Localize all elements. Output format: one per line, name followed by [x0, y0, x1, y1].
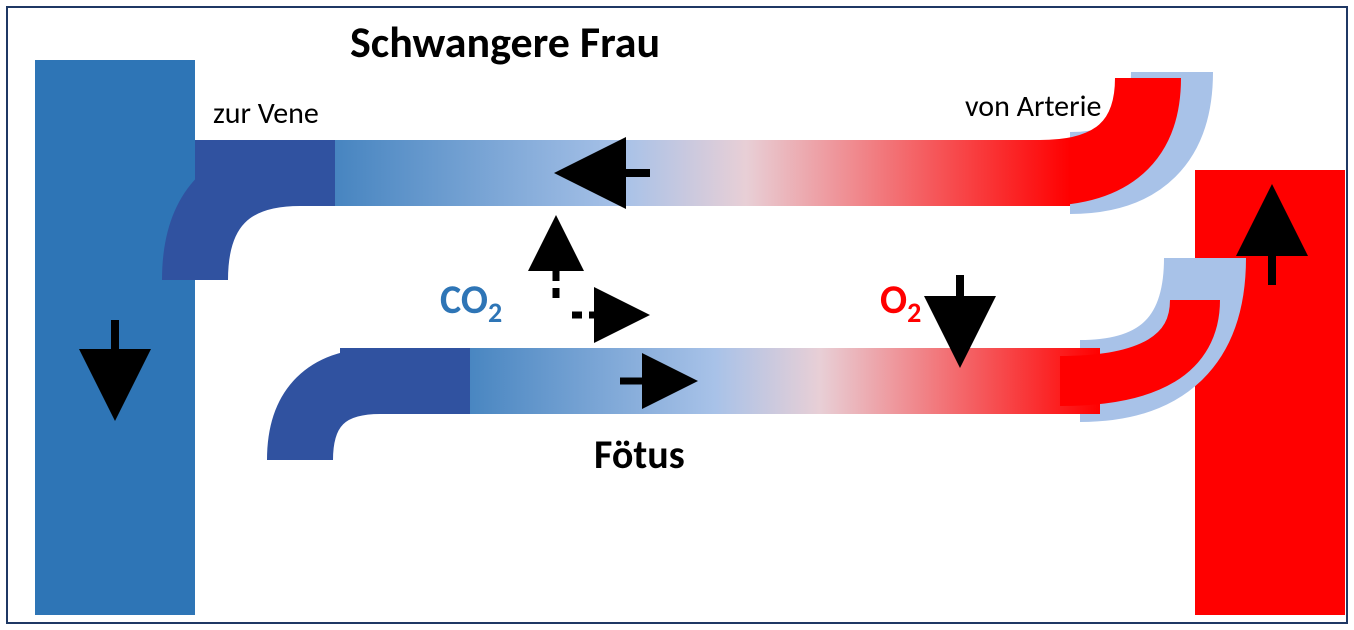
- label-o2: O2: [880, 275, 921, 330]
- lower-tube-gradient: [400, 348, 1100, 414]
- title-text: Schwangere Frau: [350, 15, 660, 69]
- label-vein: zur Vene: [213, 95, 319, 132]
- diagram-frame: Schwangere Frau zur Vene von Arterie Föt…: [0, 0, 1354, 630]
- upper-tube-blue-segment: [195, 140, 335, 206]
- label-fetus: Fötus: [594, 430, 685, 479]
- upper-tube-gradient: [260, 140, 1070, 206]
- o2-sub: 2: [907, 295, 921, 330]
- lower-tube-left-stub: [300, 381, 380, 460]
- co2-sub: 2: [488, 295, 502, 330]
- label-artery: von Arterie: [965, 88, 1101, 125]
- diagram-svg: [0, 0, 1354, 630]
- o2-text: O: [880, 275, 907, 324]
- label-co2: CO2: [440, 275, 502, 330]
- co2-text: CO: [440, 275, 488, 324]
